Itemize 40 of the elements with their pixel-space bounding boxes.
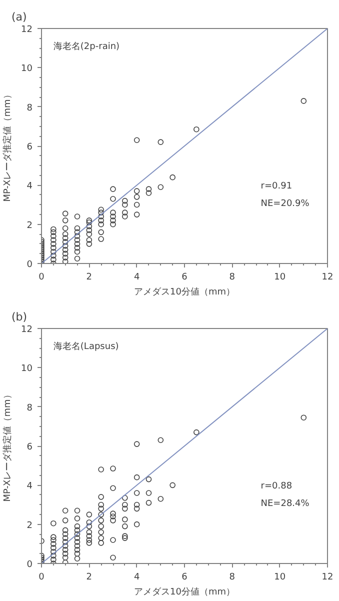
x-tick-label: 6 xyxy=(182,272,188,282)
y-tick-label: 2 xyxy=(26,220,33,231)
x-tick-label: 12 xyxy=(322,272,334,282)
y-tick-label: 6 xyxy=(26,442,33,452)
annotation: 海老名(2p-rain) xyxy=(53,41,120,52)
x-tick-label: 0 xyxy=(38,272,45,282)
y-tick-label: 8 xyxy=(26,103,33,114)
x-tick-label: 4 xyxy=(134,272,140,282)
x-tick-label: 12 xyxy=(322,572,334,582)
y-axis-title: MP-Xレーダ推定値（mm） xyxy=(2,390,14,502)
y-tick-label: 10 xyxy=(21,364,33,374)
x-tick-label: 8 xyxy=(229,272,236,282)
y-axis-title: MP-Xレーダ推定値（mm） xyxy=(2,90,14,202)
y-tick-label: 4 xyxy=(26,182,33,192)
x-tick-label: 0 xyxy=(38,572,45,582)
annotation: 海老名(Lapsus) xyxy=(53,341,119,352)
x-tick-label: 10 xyxy=(274,272,286,282)
y-tick-label: 0 xyxy=(26,260,33,270)
annotation: NE=20.9% xyxy=(260,198,310,209)
x-tick-label: 4 xyxy=(134,572,140,582)
y-tick-label: 4 xyxy=(26,482,33,492)
x-tick-label: 2 xyxy=(86,272,92,282)
chart-title: (a) xyxy=(12,10,27,24)
y-tick-label: 6 xyxy=(26,142,33,152)
x-tick-label: 2 xyxy=(86,572,92,582)
y-tick-label: 12 xyxy=(21,325,32,335)
annotation: r=0.88 xyxy=(260,481,292,492)
y-tick-label: 12 xyxy=(21,25,32,35)
x-tick-label: 8 xyxy=(229,572,236,582)
y-tick-label: 10 xyxy=(21,64,33,74)
y-tick-label: 0 xyxy=(26,560,33,570)
annotation: NE=28.4% xyxy=(260,498,310,509)
annotation: r=0.91 xyxy=(260,181,292,192)
x-tick-label: 6 xyxy=(182,572,188,582)
x-axis-title: アメダス10分値（mm） xyxy=(134,586,236,598)
x-axis-title: アメダス10分値（mm） xyxy=(134,286,236,298)
chart-title: (b) xyxy=(12,310,28,324)
y-tick-label: 2 xyxy=(26,520,33,531)
y-tick-label: 8 xyxy=(26,403,33,414)
x-tick-label: 10 xyxy=(274,572,286,582)
